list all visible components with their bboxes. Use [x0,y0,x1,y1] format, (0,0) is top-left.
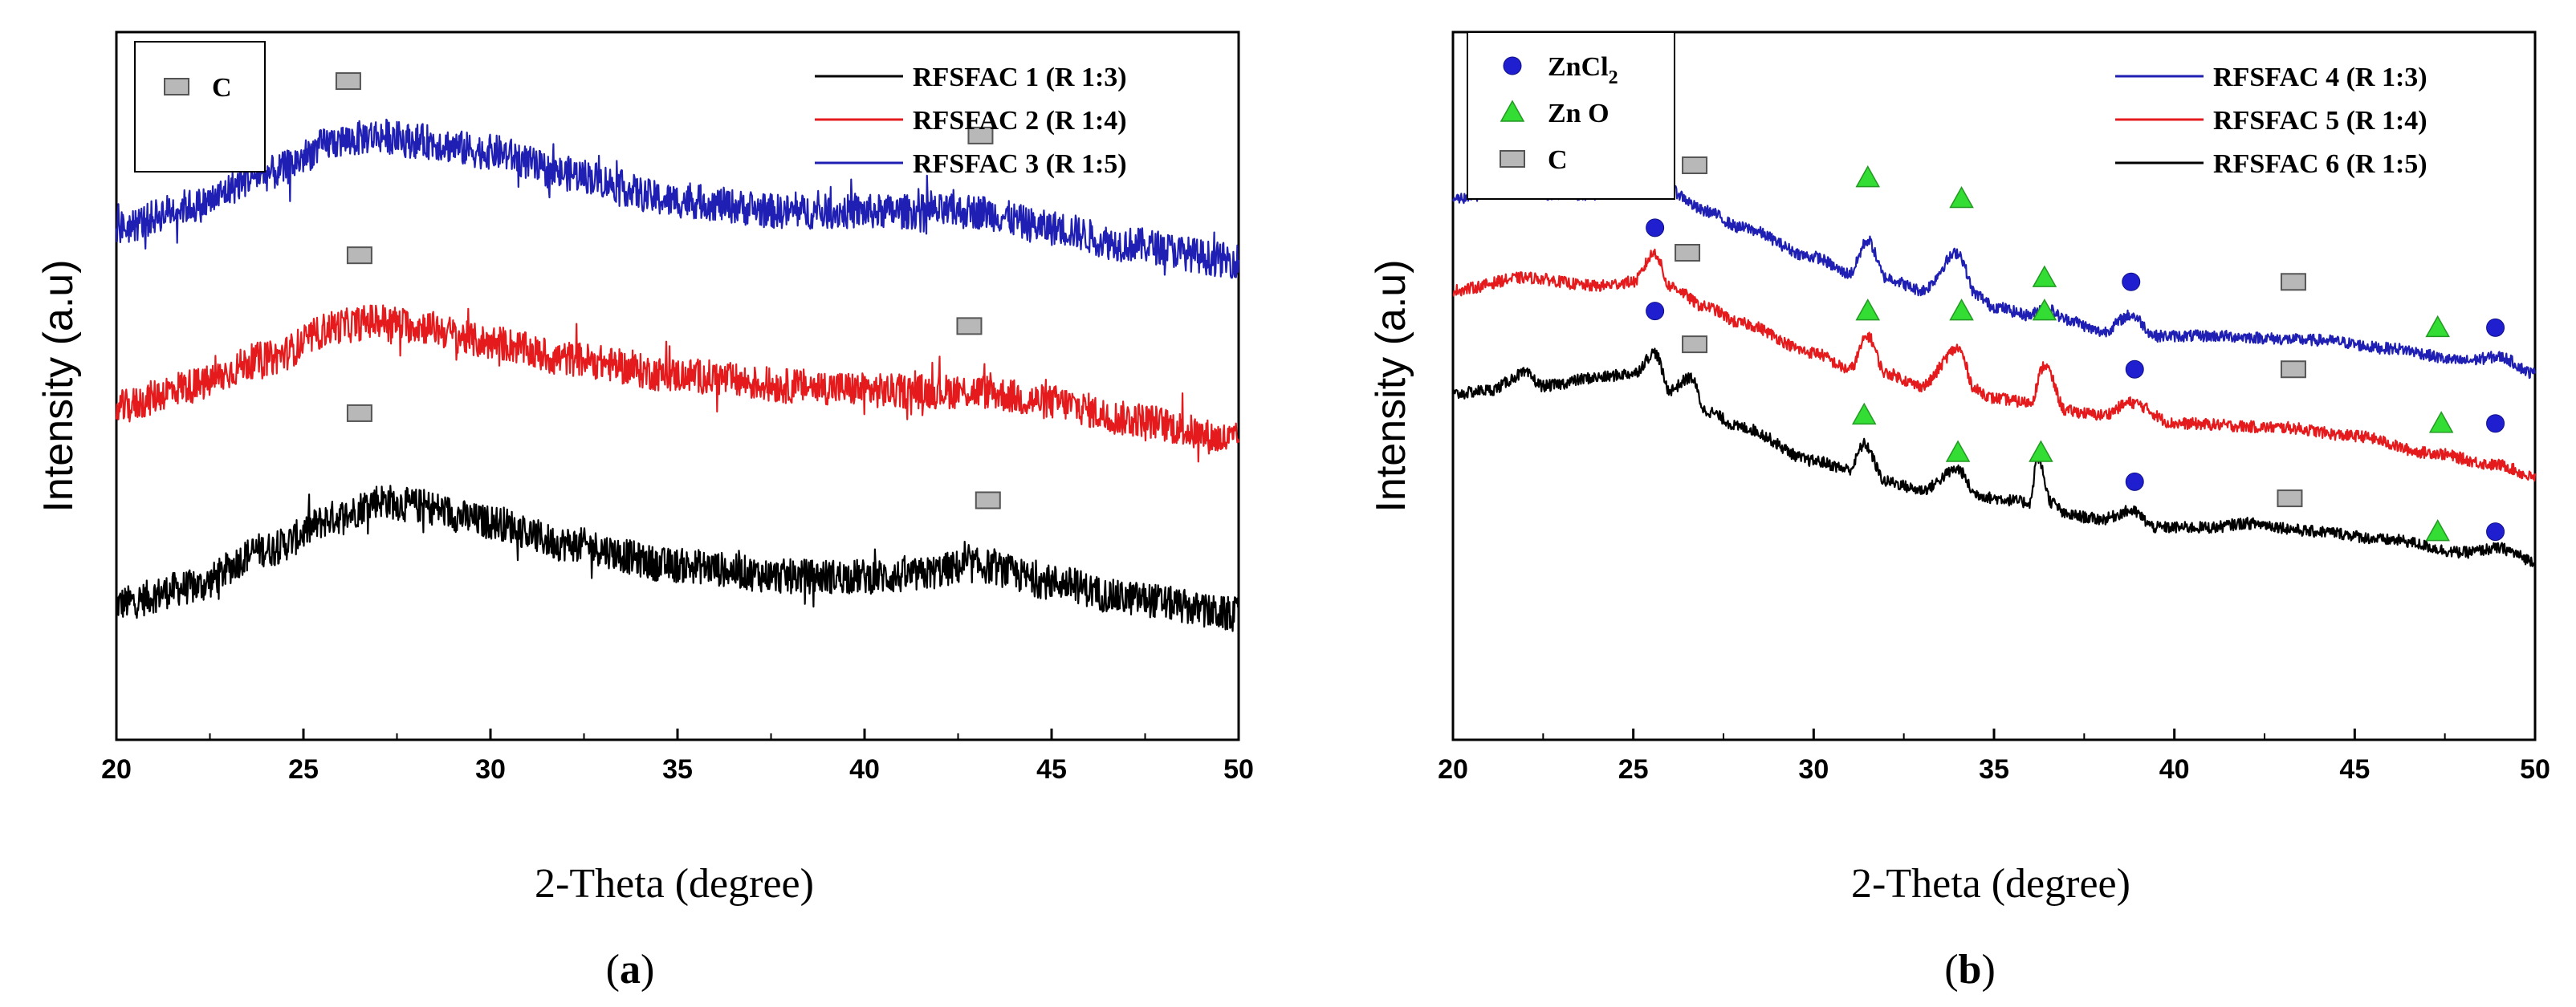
carbon-marker [1682,156,1708,175]
zncl2-marker [2486,318,2505,337]
legend-marker-circle [1503,56,1522,75]
x-tick-label: 25 [288,754,319,785]
phase-markers-b [1646,131,2505,542]
zno-marker [1855,165,1881,188]
marker-legend-box-a [134,41,266,173]
line-legend-label-3: RFSFAC 6 (R 1:5) [2213,149,2427,179]
x-tick-label: 50 [1223,754,1254,785]
carbon-marker [335,72,361,91]
y-axis-label-a: Intensity (a.u) [35,259,82,512]
line-legend-label-2: RFSFAC 2 (R 1:4) [913,106,1127,136]
zncl2-marker [1646,302,1665,321]
x-tick-label: 40 [2159,754,2190,785]
carbon-marker [346,246,372,265]
marker-legend-subscript: 2 [1609,67,1618,88]
legend-marker-square [1500,150,1525,168]
zno-marker [1855,298,1881,321]
y-axis-label-b: Intensity (a.u) [1368,259,1414,512]
x-tick-label: 50 [2520,754,2550,785]
marker-legend-items-a: C [164,73,232,103]
x-tick-label: 30 [475,754,506,785]
series-line-3 [115,118,1240,279]
zno-marker [2029,440,2053,462]
carbon-marker [975,491,1001,510]
zno-marker [2032,298,2057,321]
x-tick-label: 30 [1798,754,1829,785]
zncl2-marker [2125,472,2144,491]
carbon-marker [2280,360,2306,379]
zncl2-marker [2486,522,2505,542]
series-line-3 [1451,347,2537,567]
line-legend-b: RFSFAC 4 (R 1:3) RFSFAC 5 (R 1:4) RFSFAC 6… [2115,63,2427,179]
x-tick-label: 25 [1618,754,1649,785]
line-legend-a: RFSFAC 1 (R 1:3) RFSFAC 2 (R 1:4) RFSFAC 3… [815,63,1127,179]
carbon-marker [956,317,983,335]
zncl2-marker [2122,272,2141,291]
carbon-marker [1682,335,1708,354]
carbon-marker [346,404,372,422]
x-tick-label: 35 [1979,754,2009,785]
zno-marker [2425,519,2450,542]
panel-a: 20 25 30 35 40 45 50 C RFSFAC 1 (R 1:3)RFSFAC … [35,30,1254,993]
marker-legend-a: C [134,41,266,173]
zncl2-marker [2486,414,2505,433]
zno-marker [2032,265,2057,287]
series-line-1 [116,485,1240,632]
line-legend-label-2: RFSFAC 5 (R 1:4) [2213,106,2427,136]
panel-caption-b: (b) [1944,947,1996,993]
series-group-a [115,118,1240,632]
x-tick-label: 20 [1438,754,1468,785]
legend-marker-square [164,78,189,95]
series-group-b [1451,156,2537,567]
zno-marker [2425,315,2450,338]
x-tick-label: 35 [662,754,693,785]
series-line-2 [115,304,1240,463]
marker-legend-label: C [212,73,232,103]
zncl2-marker [2125,359,2144,379]
marker-legend-label: C [1548,145,1568,175]
panel-caption-a: (a) [606,947,655,993]
x-tick-label: 20 [101,754,132,785]
carbon-marker [1675,243,1701,262]
line-legend-label-1: RFSFAC 1 (R 1:3) [913,63,1127,92]
series-line-2 [1452,248,2537,482]
carbon-marker [2280,273,2306,291]
x-tick-label: 45 [1036,754,1067,785]
x-tick-label: 45 [2339,754,2370,785]
zno-marker [1949,298,1974,321]
x-tick-label: 40 [849,754,880,785]
zno-marker [1851,402,1877,425]
line-legend-label-1: RFSFAC 4 (R 1:3) [2213,63,2427,92]
x-ticks-a: 20 25 30 35 40 45 50 [101,729,1254,785]
marker-legend-box-b [1467,31,1675,200]
zno-marker [2428,411,2454,433]
x-axis-label-b: 2-Theta (degree) [1851,861,2130,907]
zno-marker [1949,185,1974,209]
legend-marker-triangle [1500,99,1525,122]
line-legend-label-3: RFSFAC 3 (R 1:5) [913,149,1127,179]
zno-marker [1945,440,1971,462]
carbon-marker [967,126,994,144]
carbon-marker [2277,489,2303,508]
phase-markers-a [335,72,1001,510]
x-ticks-b: 20 25 30 35 40 45 50 [1438,729,2550,785]
zncl2-marker [1646,218,1665,238]
x-axis-label-a: 2-Theta (degree) [535,861,814,907]
marker-legend-label: Zn O [1548,99,1609,128]
